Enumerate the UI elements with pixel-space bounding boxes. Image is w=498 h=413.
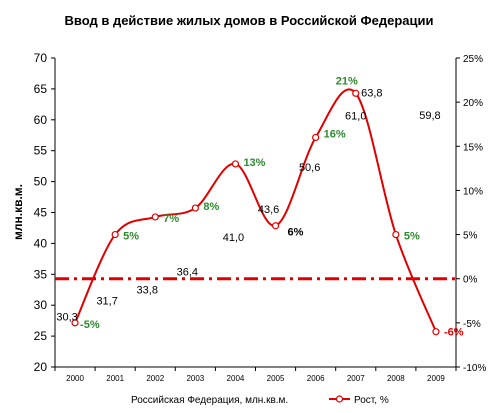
growth-value-label: 16% — [324, 128, 346, 140]
growth-point-2005 — [271, 222, 280, 230]
growth-value-label: 5% — [404, 231, 420, 243]
area-value-label: 31,7 — [96, 296, 117, 308]
area-value-label: 36,4 — [177, 267, 198, 279]
chart-title: Ввод в действие жилых домов в Российской… — [65, 13, 434, 28]
growth-point-2008 — [392, 230, 400, 239]
y2-tick-label: -10% — [463, 363, 486, 374]
y-tick-label: 30 — [34, 298, 48, 312]
axes: 20 25 30 35 40 45 50 55 60 65 70 -10% -5% 0% 5% 10% 15% 2… — [34, 51, 487, 383]
legend: Российская Федерация, млн.кв.м. Рост, % — [131, 395, 389, 406]
area-value-label: 61,0 — [345, 111, 366, 123]
data-labels: 30,3 31,7 33,8 36,4 41,0 43,6 50,6 61,0 63,8 59,8… — [56, 75, 463, 338]
x-tick-label: 2004 — [227, 374, 245, 383]
x-tick-label: 2009 — [427, 374, 445, 383]
y-tick-label: 70 — [34, 51, 48, 65]
growth-value-label: 8% — [203, 201, 219, 213]
growth-series — [71, 88, 440, 336]
x-tick-label: 2008 — [387, 374, 405, 383]
growth-value-label: 7% — [163, 213, 179, 225]
growth-point-2004 — [231, 160, 240, 168]
y-tick-label: 50 — [34, 175, 48, 189]
growth-point-2001 — [111, 230, 119, 239]
area-value-label: 43,6 — [258, 204, 279, 216]
growth-point-2003 — [191, 204, 199, 212]
area-value-label: 30,3 — [56, 311, 77, 323]
growth-value-label: 13% — [243, 157, 265, 169]
y-tick-label: 45 — [34, 206, 48, 220]
x-tick-label: 2002 — [146, 374, 164, 383]
growth-point-2009 — [432, 328, 440, 336]
area-value-label: 63,8 — [361, 87, 382, 99]
area-value-label: 59,8 — [419, 110, 440, 122]
growth-value-label: 6% — [288, 227, 304, 239]
area-value-label: 33,8 — [137, 285, 158, 297]
x-tick-label: 2001 — [106, 374, 124, 383]
legend-growth-marker — [335, 395, 344, 403]
y-tick-label: 40 — [34, 236, 48, 250]
growth-point-2000 — [71, 319, 79, 327]
growth-point-2002 — [151, 213, 159, 221]
x-tick-label: 2003 — [186, 374, 204, 383]
growth-value-label: 21% — [336, 75, 358, 87]
legend-area-series: Российская Федерация, млн.кв.м. — [131, 395, 288, 406]
y-tick-label: 65 — [34, 82, 48, 96]
y2-tick-label: -5% — [463, 319, 481, 330]
growth-line — [74, 88, 437, 333]
y2-tick-label: 15% — [463, 142, 483, 153]
y2-tick-label: 20% — [463, 98, 483, 109]
x-tick-label: 2006 — [307, 374, 325, 383]
area-value-label: 50,6 — [299, 162, 320, 174]
y-tick-label: 20 — [34, 360, 48, 374]
x-tick-label: 2005 — [267, 374, 285, 383]
x-tick-label: 2007 — [347, 374, 365, 383]
y2-tick-label: 5% — [463, 231, 478, 242]
growth-point-2006 — [312, 133, 320, 142]
growth-value-label: -5% — [80, 319, 100, 331]
y-tick-label: 35 — [34, 267, 48, 281]
area-value-label: 41,0 — [223, 232, 244, 244]
y-tick-label: 60 — [34, 113, 48, 127]
growth-point-2007 — [352, 89, 360, 97]
growth-value-label: 5% — [123, 231, 139, 243]
growth-value-label: -6% — [444, 327, 464, 339]
y-tick-label: 25 — [34, 329, 48, 343]
y2-tick-label: 25% — [463, 54, 483, 65]
y-axis-label: млн.кв.м. — [11, 184, 25, 240]
y2-tick-label: 10% — [463, 186, 483, 197]
y-tick-label: 55 — [34, 144, 48, 158]
y2-tick-label: 0% — [463, 275, 478, 286]
x-tick-label: 2000 — [66, 374, 84, 383]
legend-growth-series: Рост, % — [354, 395, 389, 406]
